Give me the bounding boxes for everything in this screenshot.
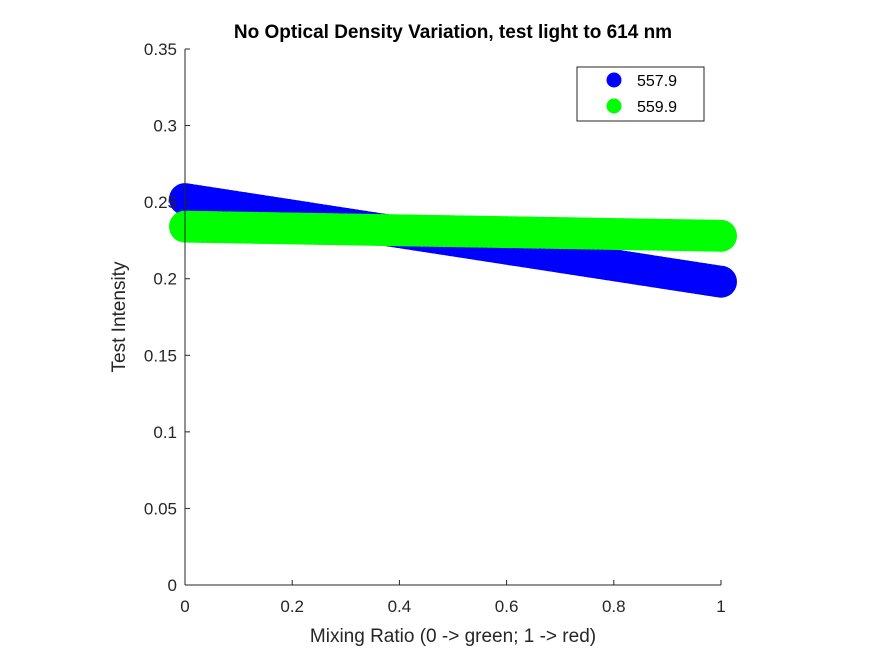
series-layer [169,183,737,298]
y-ticks: 0 0.05 0.1 0.15 0.2 0.25 0.3 0.35 [144,40,190,595]
data-point [705,265,737,298]
x-tick-label: 0.8 [602,597,626,616]
legend-marker-557-9 [606,72,622,88]
legend: 557.9 559.9 [576,66,705,122]
y-axis-label: Test Intensity [109,261,130,372]
legend-label-557-9: 557.9 [637,73,677,90]
y-tick-label: 0.15 [144,346,177,365]
y-tick-label: 0.25 [144,193,177,212]
y-tick-label: 0 [168,576,177,595]
x-tick-label: 1 [716,597,725,616]
y-tick-label: 0.2 [153,270,177,289]
y-tick-label: 0.3 [153,117,177,136]
legend-label-559-9: 559.9 [637,99,677,116]
y-tick-label: 0.1 [153,423,177,442]
series-559-9 [169,210,737,252]
plot-background [185,49,721,585]
x-tick-label: 0.6 [495,597,519,616]
x-ticks: 0 0.2 0.4 0.6 0.8 1 [180,580,726,616]
legend-marker-559-9 [606,98,622,114]
x-tick-label: 0.2 [280,597,304,616]
y-tick-label: 0.35 [144,40,177,59]
x-tick-label: 0.4 [388,597,412,616]
legend-box [576,66,705,122]
y-tick-label: 0.05 [144,499,177,518]
chart-title: No Optical Density Variation, test light… [234,22,672,43]
x-axis-label: Mixing Ratio (0 -> green; 1 -> red) [310,626,596,647]
x-tick-label: 0 [180,597,189,616]
data-point [705,219,737,252]
plot-area [169,49,737,585]
